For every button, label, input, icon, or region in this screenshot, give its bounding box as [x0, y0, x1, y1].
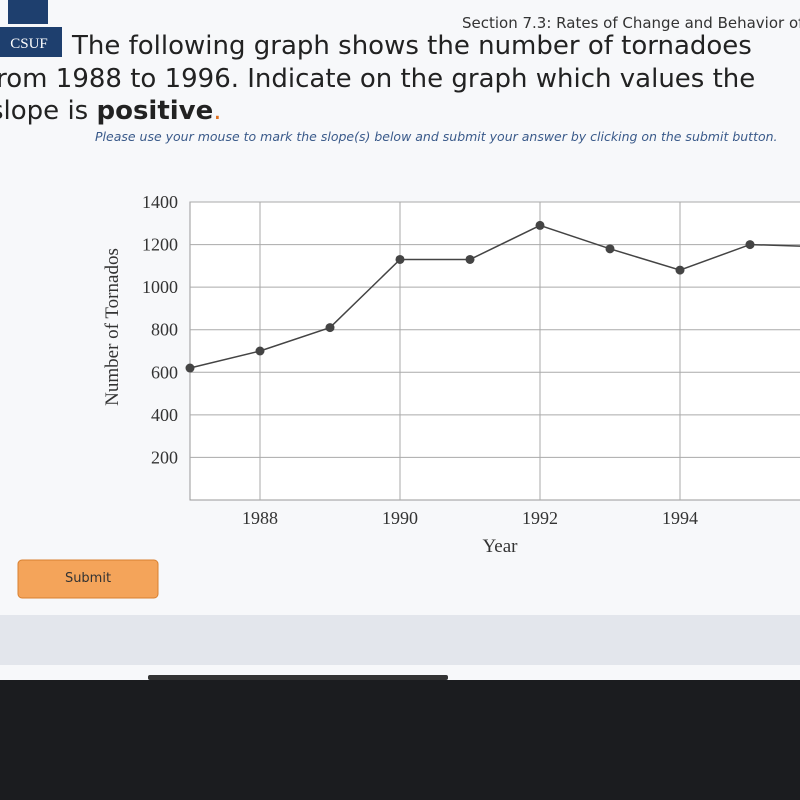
y-tick-label: 1200: [142, 235, 178, 255]
submit-label[interactable]: Submit: [65, 571, 111, 586]
logo: CSUF: [10, 36, 48, 52]
x-tick-label: 1990: [382, 508, 418, 528]
question-end: .: [213, 96, 221, 126]
chart: 200 400 600 800 1000 1200 1400 1988 1990 1992 1994…: [102, 192, 800, 557]
logo-icon: [8, 0, 48, 24]
y-axis-title: Number of Tornados: [102, 248, 123, 406]
instruction: Please use your mouse to mark the slope(…: [95, 129, 778, 144]
y-tick-label: 400: [151, 405, 178, 425]
question-emphasis: positive: [96, 96, 213, 126]
y-tick-label: 600: [151, 362, 178, 382]
point: [395, 254, 405, 264]
point: [185, 363, 195, 373]
bezel: [0, 680, 800, 800]
point: [465, 254, 475, 264]
footer-band: [0, 615, 800, 665]
point: [535, 220, 545, 230]
question-line: from 1988 to 1996. Indicate on the graph…: [0, 64, 755, 94]
question-line: The following graph shows the number of …: [71, 31, 752, 61]
x-axis-title: Year: [482, 536, 518, 557]
home-bar: [148, 675, 448, 680]
point: [675, 265, 685, 275]
y-tick-label: 200: [151, 447, 178, 467]
submit-button[interactable]: [17, 559, 159, 599]
point: [745, 240, 755, 250]
x-tick-label: 1988: [242, 508, 278, 528]
question-line: slope is positive.: [0, 96, 222, 126]
logo-box: [0, 27, 62, 57]
y-tick-label: 1400: [142, 192, 178, 212]
question-text: slope is: [0, 96, 96, 126]
x-tick-label: 1992: [522, 508, 558, 528]
point: [255, 346, 265, 356]
x-tick-label: 1994: [662, 508, 698, 528]
section-title: Section 7.3: Rates of Change and Behavio…: [462, 14, 800, 32]
y-tick-label: 800: [151, 320, 178, 340]
point: [325, 323, 335, 333]
line: [189, 224, 800, 369]
y-tick-label: 1000: [142, 277, 178, 297]
point: [605, 244, 615, 254]
